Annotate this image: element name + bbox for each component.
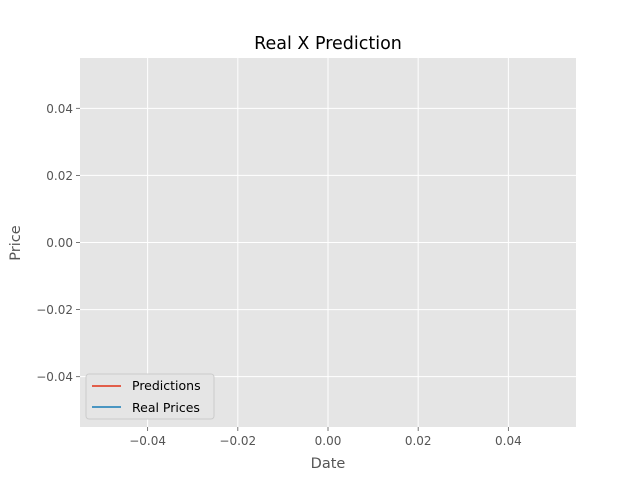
x-tick-label-0-02: 0.02 bbox=[405, 434, 432, 448]
y-tick-label-neg0-02: −0.02 bbox=[36, 303, 73, 317]
x-axis-ticks: −0.04 −0.02 0.00 0.02 0.04 bbox=[129, 427, 522, 448]
x-tick-label-0-04: 0.04 bbox=[495, 434, 522, 448]
x-tick-label-0-00: 0.00 bbox=[315, 434, 342, 448]
x-axis-label: Date bbox=[311, 456, 346, 472]
chart-title: Real X Prediction bbox=[254, 34, 402, 54]
legend-label-predictions: Predictions bbox=[132, 378, 201, 393]
x-tick-label-neg0-02: −0.02 bbox=[219, 434, 256, 448]
y-axis-label: Price bbox=[8, 225, 24, 260]
y-tick-label-0-00: 0.00 bbox=[46, 236, 73, 250]
y-tick-label-0-04: 0.04 bbox=[46, 102, 73, 116]
grid bbox=[80, 58, 576, 427]
legend-label-real-prices: Real Prices bbox=[132, 400, 200, 415]
x-tick-label-neg0-04: −0.04 bbox=[129, 434, 166, 448]
y-axis-ticks: −0.04 −0.02 0.00 0.02 0.04 bbox=[36, 102, 80, 384]
y-tick-label-0-02: 0.02 bbox=[46, 169, 73, 183]
legend: Predictions Real Prices bbox=[85, 373, 215, 420]
y-tick-label-neg0-04: −0.04 bbox=[36, 370, 73, 384]
